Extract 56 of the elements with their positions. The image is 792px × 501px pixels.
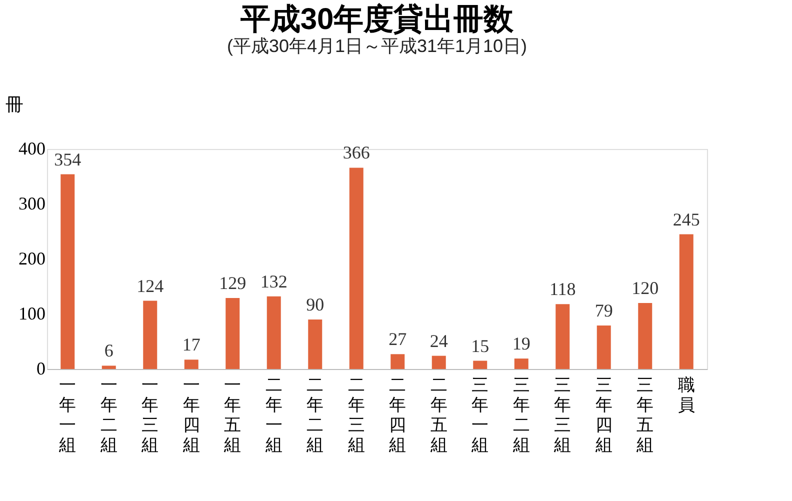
bar [143, 300, 158, 369]
x-tick-label: 一年二組 [99, 376, 118, 454]
data-label: 17 [182, 334, 200, 355]
x-tick-label: 二年三組 [346, 376, 365, 454]
y-tick-label: 400 [18, 138, 46, 158]
data-label: 27 [388, 329, 407, 350]
x-tick-label: 二年二組 [306, 376, 324, 454]
bar [390, 354, 405, 369]
y-axis-title: 冊 [6, 94, 24, 114]
x-tick-label: 一年一組 [58, 376, 76, 454]
data-label: 6 [104, 340, 114, 361]
y-tick-label: 0 [36, 358, 46, 378]
data-label: 366 [342, 142, 370, 163]
data-label: 132 [260, 271, 288, 292]
data-label: 79 [594, 300, 613, 321]
bar [679, 234, 694, 369]
bar [266, 296, 281, 369]
x-tick-label: 三年二組 [512, 376, 530, 454]
bar [102, 366, 116, 369]
x-tick-label: 一年四組 [182, 376, 200, 454]
bar [473, 360, 488, 369]
data-label: 90 [306, 294, 324, 314]
bar [432, 356, 446, 369]
x-tick-label: 二年五組 [429, 376, 448, 454]
data-label: 129 [219, 273, 246, 294]
data-label: 24 [430, 330, 448, 351]
x-tick-label: 三年三組 [553, 376, 572, 454]
x-tick-label: 二年一組 [264, 376, 282, 454]
x-tick-label: 一年五組 [223, 376, 242, 454]
x-tick-label: 職員 [678, 376, 695, 414]
bar [349, 168, 364, 369]
y-tick-label: 300 [18, 194, 46, 214]
x-tick-label: 三年一組 [470, 376, 489, 454]
data-label: 245 [672, 209, 700, 230]
bar [556, 304, 570, 369]
bar [596, 326, 611, 369]
bar [184, 360, 198, 369]
data-label: 354 [54, 149, 82, 170]
bar [60, 174, 75, 369]
bar [308, 320, 322, 369]
bar [514, 358, 528, 369]
y-tick-label: 100 [18, 304, 46, 324]
y-tick-label: 200 [18, 248, 46, 268]
chart-title: 平成30年度貸出冊数 [239, 2, 515, 36]
data-label: 124 [136, 276, 164, 296]
bar [226, 298, 240, 369]
bar [638, 303, 652, 369]
x-tick-label: 三年五組 [636, 376, 654, 454]
x-tick-label: 三年四組 [594, 376, 612, 454]
data-label: 120 [632, 278, 659, 298]
data-label: 15 [471, 336, 490, 356]
data-label: 118 [549, 279, 576, 300]
x-tick-label: 一年三組 [140, 376, 159, 454]
chart-subtitle: (平成30年4月1日～平成31年1月10日) [226, 36, 528, 56]
x-tick-label: 二年四組 [388, 376, 406, 454]
data-label: 19 [512, 334, 530, 354]
